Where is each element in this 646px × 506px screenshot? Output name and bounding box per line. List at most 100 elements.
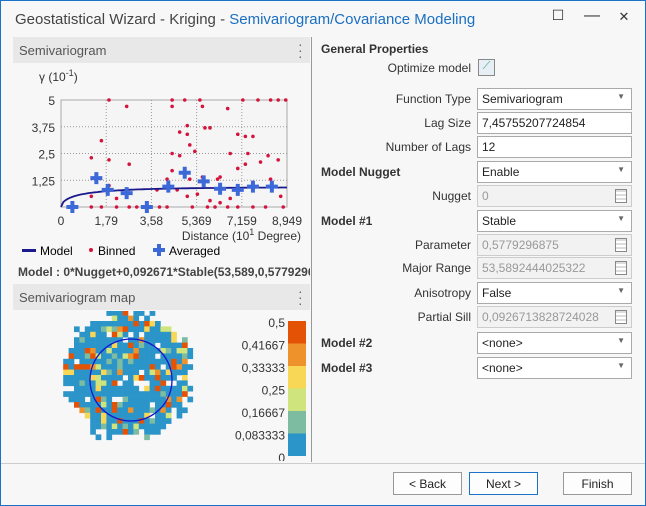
- map-cell: [84, 380, 91, 387]
- map-cell: [106, 364, 113, 370]
- map-cell: [74, 342, 80, 349]
- binned-point: [241, 98, 245, 102]
- map-cell: [182, 391, 188, 397]
- map-cell: [133, 342, 140, 349]
- map-cell: [165, 402, 172, 408]
- map-legend-label: 0: [278, 451, 285, 461]
- map-cell: [182, 375, 188, 381]
- binned-point: [235, 205, 240, 209]
- map-cell: [90, 342, 96, 349]
- map-cell: [171, 358, 177, 365]
- calculator-icon[interactable]: [615, 238, 627, 252]
- map-cell: [138, 348, 145, 354]
- title-subtitle: Semivariogram/Covariance Modeling: [229, 11, 476, 28]
- map-cell: [101, 353, 107, 360]
- map-cell: [101, 391, 107, 397]
- close-button[interactable]: ✕: [618, 9, 630, 24]
- map-cell: [144, 391, 150, 397]
- optimize-model-label: Optimize model: [387, 61, 471, 75]
- map-cell: [79, 385, 86, 392]
- model-nugget-dropdown[interactable]: Enable ▼: [477, 161, 632, 183]
- map-legend-label: 0,16667: [242, 406, 286, 420]
- map-cell: [182, 342, 188, 349]
- map-cell: [138, 321, 145, 327]
- model2-dropdown[interactable]: <none> ▼: [477, 332, 632, 354]
- map-cell: [74, 385, 80, 392]
- map-cell: [95, 337, 102, 343]
- binned-point: [228, 151, 233, 156]
- map-cell: [176, 353, 183, 360]
- semivariogram-chart: γ (10-1) 0 1,79 3,58 5,369 7,159 8,949 1,25 2,5…: [22, 68, 302, 258]
- calculator-icon[interactable]: [615, 310, 627, 324]
- finish-button[interactable]: Finish: [563, 472, 632, 495]
- map-cell: [84, 342, 91, 349]
- map-cell: [155, 326, 161, 333]
- map-cell: [160, 348, 167, 354]
- map-cell: [84, 358, 91, 365]
- binned-point: [99, 138, 104, 143]
- binned-point: [134, 205, 139, 209]
- more-options-icon[interactable]: · · ·: [298, 283, 303, 311]
- minimize-button[interactable]: —: [584, 7, 600, 24]
- map-cell: [117, 385, 123, 392]
- map-cell: [144, 412, 150, 419]
- next-button[interactable]: Next >: [469, 472, 538, 495]
- range-ellipse: [89, 338, 173, 422]
- anisotropy-dropdown[interactable]: False ▼: [477, 282, 632, 304]
- calculator-icon[interactable]: [615, 189, 627, 203]
- map-cell: [171, 348, 177, 354]
- map-cell: [155, 429, 161, 435]
- map-cell: [149, 380, 156, 387]
- model1-dropdown[interactable]: Stable ▼: [477, 210, 632, 232]
- map-cell: [176, 412, 183, 419]
- map-cell: [133, 353, 140, 360]
- map-cell: [187, 385, 194, 392]
- title-text: Geostatistical Wizard - Kriging -: [15, 11, 230, 28]
- map-cell: [138, 423, 145, 430]
- map-cell: [133, 331, 140, 338]
- binned-point: [170, 104, 174, 109]
- map-cell: [111, 418, 118, 424]
- num-lags-input[interactable]: 12: [477, 136, 632, 158]
- map-cell: [160, 385, 167, 392]
- map-cell: [122, 396, 129, 403]
- map-cell: [133, 407, 140, 414]
- map-cell: [111, 402, 118, 408]
- optimize-model-button[interactable]: ⟋: [478, 59, 495, 76]
- map-cell: [117, 311, 123, 316]
- map-cell: [144, 353, 150, 360]
- map-cell: [133, 412, 140, 419]
- back-button[interactable]: < Back: [393, 472, 462, 495]
- map-cell: [171, 337, 177, 343]
- map-cell: [128, 412, 134, 419]
- map-cell: [144, 337, 150, 343]
- model3-dropdown[interactable]: <none> ▼: [477, 357, 632, 379]
- map-cell: [106, 423, 113, 430]
- lag-size-input[interactable]: 7,45755207724854: [477, 112, 632, 134]
- map-cell: [160, 342, 167, 349]
- model1-label: Model #1: [321, 214, 373, 228]
- map-cell: [149, 385, 156, 392]
- map-cell: [165, 364, 172, 370]
- map-cell: [101, 418, 107, 424]
- map-cell: [182, 380, 188, 387]
- map-cell: [160, 353, 167, 360]
- more-options-icon[interactable]: · · ·: [298, 36, 303, 64]
- map-cell: [79, 342, 86, 349]
- binned-point: [89, 205, 94, 209]
- function-type-dropdown[interactable]: Semivariogram ▼: [477, 88, 632, 110]
- map-cell: [90, 375, 96, 381]
- map-cell: [90, 353, 96, 360]
- map-cell: [84, 364, 91, 370]
- calculator-icon[interactable]: [615, 261, 627, 275]
- map-cell: [106, 396, 113, 403]
- binned-point: [187, 177, 192, 181]
- x-tick-label: 0: [58, 214, 65, 228]
- binned-point: [127, 162, 131, 166]
- map-cell: [84, 337, 91, 343]
- map-cell: [106, 402, 113, 408]
- map-cell: [138, 407, 145, 414]
- maximize-button[interactable]: ☐: [551, 7, 565, 23]
- map-cell: [101, 423, 107, 430]
- map-cell: [106, 434, 113, 441]
